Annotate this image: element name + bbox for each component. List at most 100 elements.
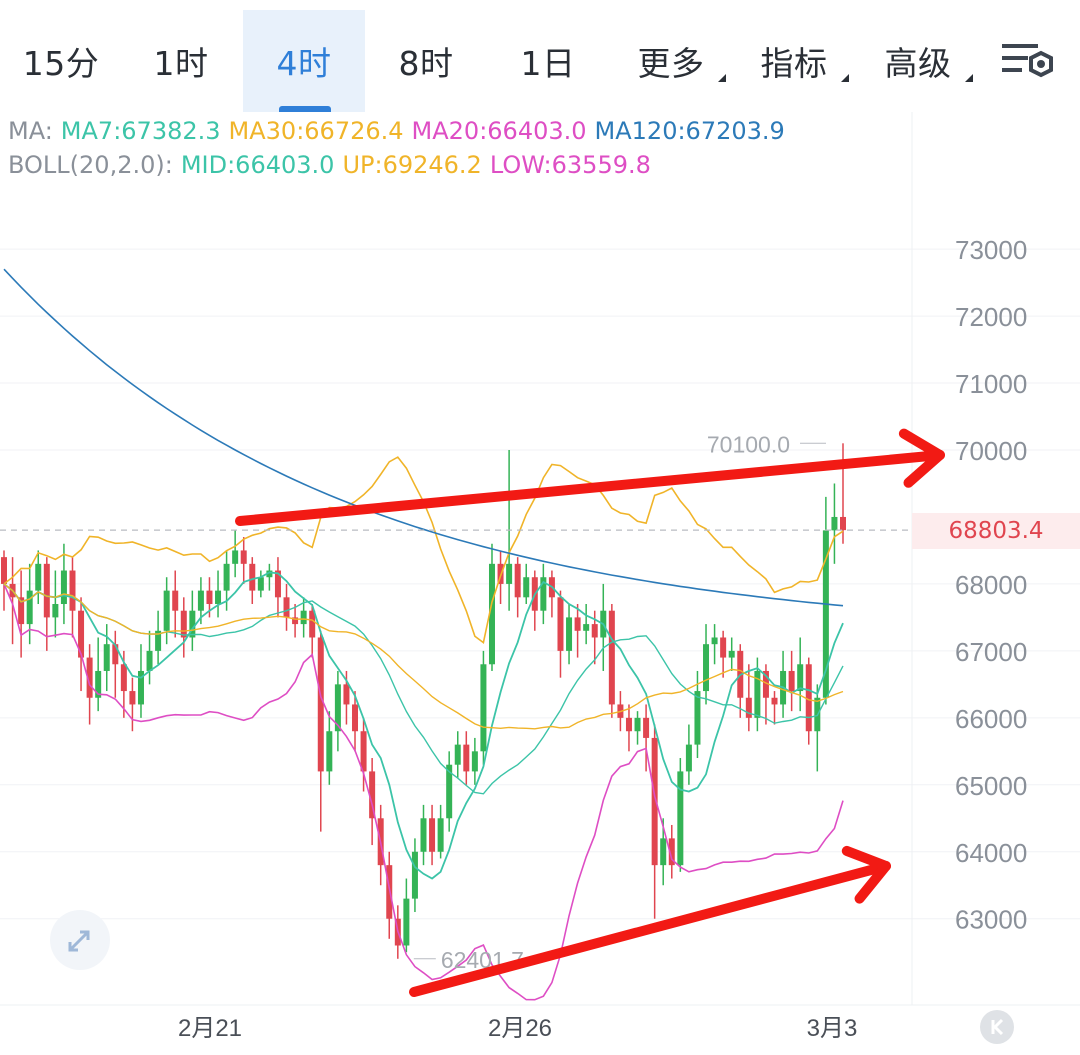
tab-5[interactable]: 更多 bbox=[610, 10, 732, 112]
resistance-arrow bbox=[235, 450, 945, 526]
candle-body bbox=[429, 818, 436, 852]
boll-low-value: LOW:63559.8 bbox=[489, 151, 651, 179]
candle-body bbox=[197, 590, 204, 611]
candle-body bbox=[557, 597, 564, 651]
dropdown-caret-icon bbox=[718, 74, 726, 82]
candle-body bbox=[257, 577, 264, 591]
candle-body bbox=[677, 771, 684, 866]
candle-body bbox=[69, 570, 76, 611]
candle-body bbox=[831, 516, 838, 531]
y-tick-label: 71000 bbox=[955, 369, 1027, 399]
tab-4[interactable]: 1日 bbox=[520, 44, 576, 83]
ma120-line bbox=[3, 268, 844, 607]
candle-body bbox=[129, 691, 136, 705]
candle-body bbox=[266, 570, 273, 578]
candle-body bbox=[720, 637, 727, 658]
candle-body bbox=[103, 644, 110, 671]
y-tick-label: 67000 bbox=[955, 637, 1027, 667]
dropdown-caret-icon bbox=[841, 74, 849, 82]
ma7-line bbox=[3, 571, 844, 880]
candle-body bbox=[120, 664, 127, 692]
y-tick-label: 73000 bbox=[955, 235, 1027, 265]
candle-body bbox=[668, 838, 675, 866]
candle-body bbox=[506, 563, 513, 584]
scroll-to-latest-button[interactable] bbox=[980, 1010, 1014, 1044]
candle-body bbox=[43, 563, 50, 618]
dropdown-caret-icon bbox=[965, 74, 973, 82]
candle-body bbox=[249, 563, 256, 591]
candle-body bbox=[146, 650, 153, 671]
candle-body bbox=[643, 717, 650, 738]
chart-settings-icon[interactable] bbox=[1000, 40, 1058, 84]
candle-body bbox=[420, 818, 427, 852]
support-arrow-head bbox=[841, 845, 891, 904]
candle-body bbox=[583, 624, 590, 631]
boll-upper-line bbox=[3, 456, 844, 644]
candle-body bbox=[566, 617, 573, 651]
ma120-value: MA120:67203.9 bbox=[594, 117, 785, 145]
candle-body bbox=[771, 697, 778, 705]
candle-body bbox=[240, 550, 247, 564]
candle-body bbox=[523, 577, 530, 598]
candle-body bbox=[651, 737, 658, 866]
candle-body bbox=[488, 563, 495, 665]
candle-body bbox=[463, 744, 470, 772]
candle-body bbox=[317, 637, 324, 772]
timeframe-tabs: 15分 1时 4时 8时 1日 更多 指标 高级 bbox=[0, 0, 1080, 112]
candle-body bbox=[334, 684, 341, 732]
candle-body bbox=[540, 577, 547, 611]
candle-body bbox=[26, 590, 33, 625]
candle-body bbox=[1, 557, 7, 584]
candle-body bbox=[163, 590, 170, 631]
tab-6[interactable]: 指标 bbox=[733, 10, 855, 112]
x-tick-label: 3月3 bbox=[807, 1015, 858, 1042]
candle-body bbox=[634, 717, 641, 732]
candle-body bbox=[703, 644, 710, 692]
candle-body bbox=[360, 731, 367, 772]
boll-up-value: UP:69246.2 bbox=[342, 151, 482, 179]
candle-body bbox=[685, 744, 692, 772]
candle-body bbox=[189, 610, 196, 638]
candle-body bbox=[343, 684, 350, 705]
candle-body bbox=[172, 590, 179, 611]
candle-body bbox=[514, 563, 521, 598]
resistance-arrow-head bbox=[898, 428, 945, 488]
candle-body bbox=[711, 637, 718, 645]
candle-body bbox=[155, 630, 162, 651]
candle-body bbox=[352, 704, 359, 732]
y-tick-label: 63000 bbox=[955, 905, 1027, 935]
candle-body bbox=[283, 597, 290, 618]
candle-body bbox=[180, 610, 187, 638]
y-tick-label: 65000 bbox=[955, 771, 1027, 801]
tab-0[interactable]: 15分 bbox=[22, 44, 100, 83]
y-tick-label: 66000 bbox=[955, 704, 1027, 734]
support-arrow bbox=[409, 861, 891, 997]
tab-3[interactable]: 8时 bbox=[398, 44, 454, 83]
candle-body bbox=[411, 851, 418, 899]
tab-7[interactable]: 高级 bbox=[857, 10, 979, 112]
candle-body bbox=[762, 670, 769, 698]
ma7-value: MA7:67382.3 bbox=[60, 117, 221, 145]
skip-to-end-icon bbox=[991, 1018, 1004, 1036]
ma-legend: MA: MA7:67382.3 MA30:66726.4 MA20:66403.0 MA… bbox=[8, 117, 793, 145]
ma-legend-prefix: MA: bbox=[8, 117, 53, 145]
candle-body bbox=[274, 570, 281, 598]
candle-body bbox=[471, 751, 478, 772]
candle-body bbox=[660, 838, 667, 866]
x-tick-label: 2月21 bbox=[178, 1015, 242, 1042]
candle-body bbox=[446, 764, 453, 819]
candle-body bbox=[369, 771, 376, 819]
tab-2[interactable]: 4时 bbox=[243, 10, 365, 112]
tab-1[interactable]: 1时 bbox=[153, 44, 209, 83]
expand-button[interactable] bbox=[50, 910, 110, 970]
candle-body bbox=[206, 590, 213, 605]
active-tab-indicator bbox=[279, 106, 331, 112]
candle-body bbox=[608, 610, 615, 705]
candle-body bbox=[326, 731, 333, 772]
ma20-value: MA20:66403.0 bbox=[411, 117, 587, 145]
candle-body bbox=[754, 670, 761, 718]
candle-body bbox=[437, 818, 444, 852]
high-label: 70100.0 bbox=[707, 431, 790, 457]
y-tick-label: 70000 bbox=[955, 436, 1027, 466]
